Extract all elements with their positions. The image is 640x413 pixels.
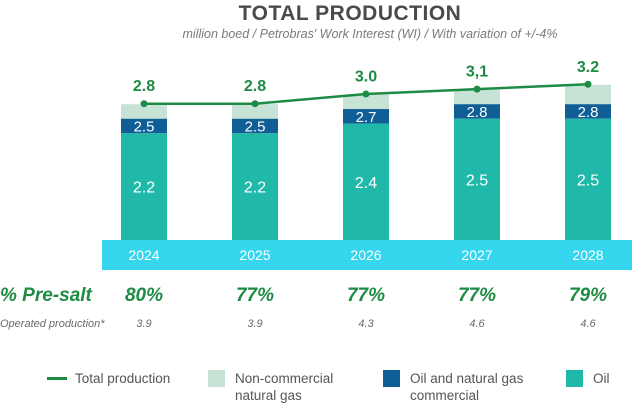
operated-value-2028: 4.6 — [580, 318, 596, 330]
bar-noncommercial-2027 — [454, 89, 500, 105]
tick-label-2024: 2024 — [128, 247, 159, 263]
bar-commercial-2028 — [565, 104, 611, 119]
tick-label-2027: 2027 — [461, 247, 492, 263]
commercial-swatch — [383, 370, 400, 387]
oil-swatch — [566, 370, 583, 387]
total-label-2027: 3,1 — [466, 64, 488, 81]
legend-commercial-label: Oil and natural gas commercial — [410, 371, 524, 403]
bar-oil-2028 — [565, 118, 611, 240]
total-point-2028 — [584, 80, 592, 88]
operated-production-label: Operated production* — [0, 318, 105, 330]
label-oil-2028: 2.5 — [577, 172, 599, 189]
bar-noncommercial-2028 — [565, 84, 611, 105]
bar-oil-2025 — [232, 133, 278, 240]
operated-value-2025: 3.9 — [247, 318, 263, 330]
legend-total-label: Total production — [75, 371, 171, 386]
bar-noncommercial-2025 — [232, 104, 278, 119]
bar-oil-2026 — [343, 123, 389, 240]
legend-commercial: Oil and natural gas commercial — [383, 370, 548, 404]
legend-total: Total production — [47, 370, 170, 387]
bar-commercial-2026 — [343, 109, 389, 124]
presalt-value-2025: 77% — [235, 285, 275, 306]
label-commercial-2028: 2.8 — [578, 104, 599, 121]
tick-label-2025: 2025 — [239, 247, 270, 263]
operated-value-2027: 4.6 — [469, 318, 485, 330]
label-oil-2027: 2.5 — [466, 172, 488, 189]
label-commercial-2027: 2.8 — [467, 104, 488, 121]
operated-value-2024: 3.9 — [136, 318, 152, 330]
presalt-label: % Pre-salt — [0, 285, 92, 306]
total-point-2027 — [473, 85, 481, 93]
tick-label-2028: 2028 — [572, 247, 603, 263]
legend-noncommercial-label: Non-commercial natural gas — [235, 371, 334, 403]
label-commercial-2025: 2.5 — [245, 119, 266, 136]
label-oil-2025: 2.2 — [244, 180, 266, 197]
label-oil-2024: 2.2 — [133, 180, 155, 197]
presalt-value-2028: 79% — [568, 285, 608, 306]
bar-oil-2024 — [121, 133, 167, 240]
total-label-2025: 2.8 — [244, 78, 266, 95]
presalt-value-2026: 77% — [346, 285, 386, 306]
operated-value-2026: 4.3 — [358, 318, 374, 330]
label-commercial-2024: 2.5 — [134, 119, 155, 136]
chart-subtitle: million boed / Petrobras' Work Interest … — [182, 27, 558, 41]
bar-noncommercial-2026 — [343, 94, 389, 110]
total-point-2024 — [140, 100, 148, 108]
tick-label-2026: 2026 — [350, 247, 381, 263]
total-label-2026: 3.0 — [355, 69, 377, 86]
bar-commercial-2027 — [454, 104, 500, 119]
label-commercial-2026: 2.7 — [356, 109, 377, 126]
chart-title: TOTAL PRODUCTION — [238, 2, 462, 25]
presalt-value-2027: 77% — [457, 285, 497, 306]
legend-noncommercial: Non-commercial natural gas — [208, 370, 368, 404]
noncommercial-swatch — [208, 370, 225, 387]
year-axis-band — [102, 240, 632, 270]
total-line-swatch — [47, 377, 67, 380]
total-label-2028: 3.2 — [577, 59, 599, 76]
bar-noncommercial-2024 — [121, 104, 167, 119]
bar-oil-2027 — [454, 118, 500, 240]
legend-oil: Oil — [566, 370, 610, 387]
total-point-2026 — [362, 90, 370, 98]
total-label-2024: 2.8 — [133, 78, 155, 95]
bar-commercial-2024 — [121, 118, 167, 134]
legend-oil-label: Oil — [593, 371, 610, 386]
presalt-value-2024: 80% — [124, 285, 164, 306]
total-point-2025 — [251, 100, 259, 108]
label-oil-2026: 2.4 — [355, 175, 377, 192]
bar-commercial-2025 — [232, 118, 278, 134]
